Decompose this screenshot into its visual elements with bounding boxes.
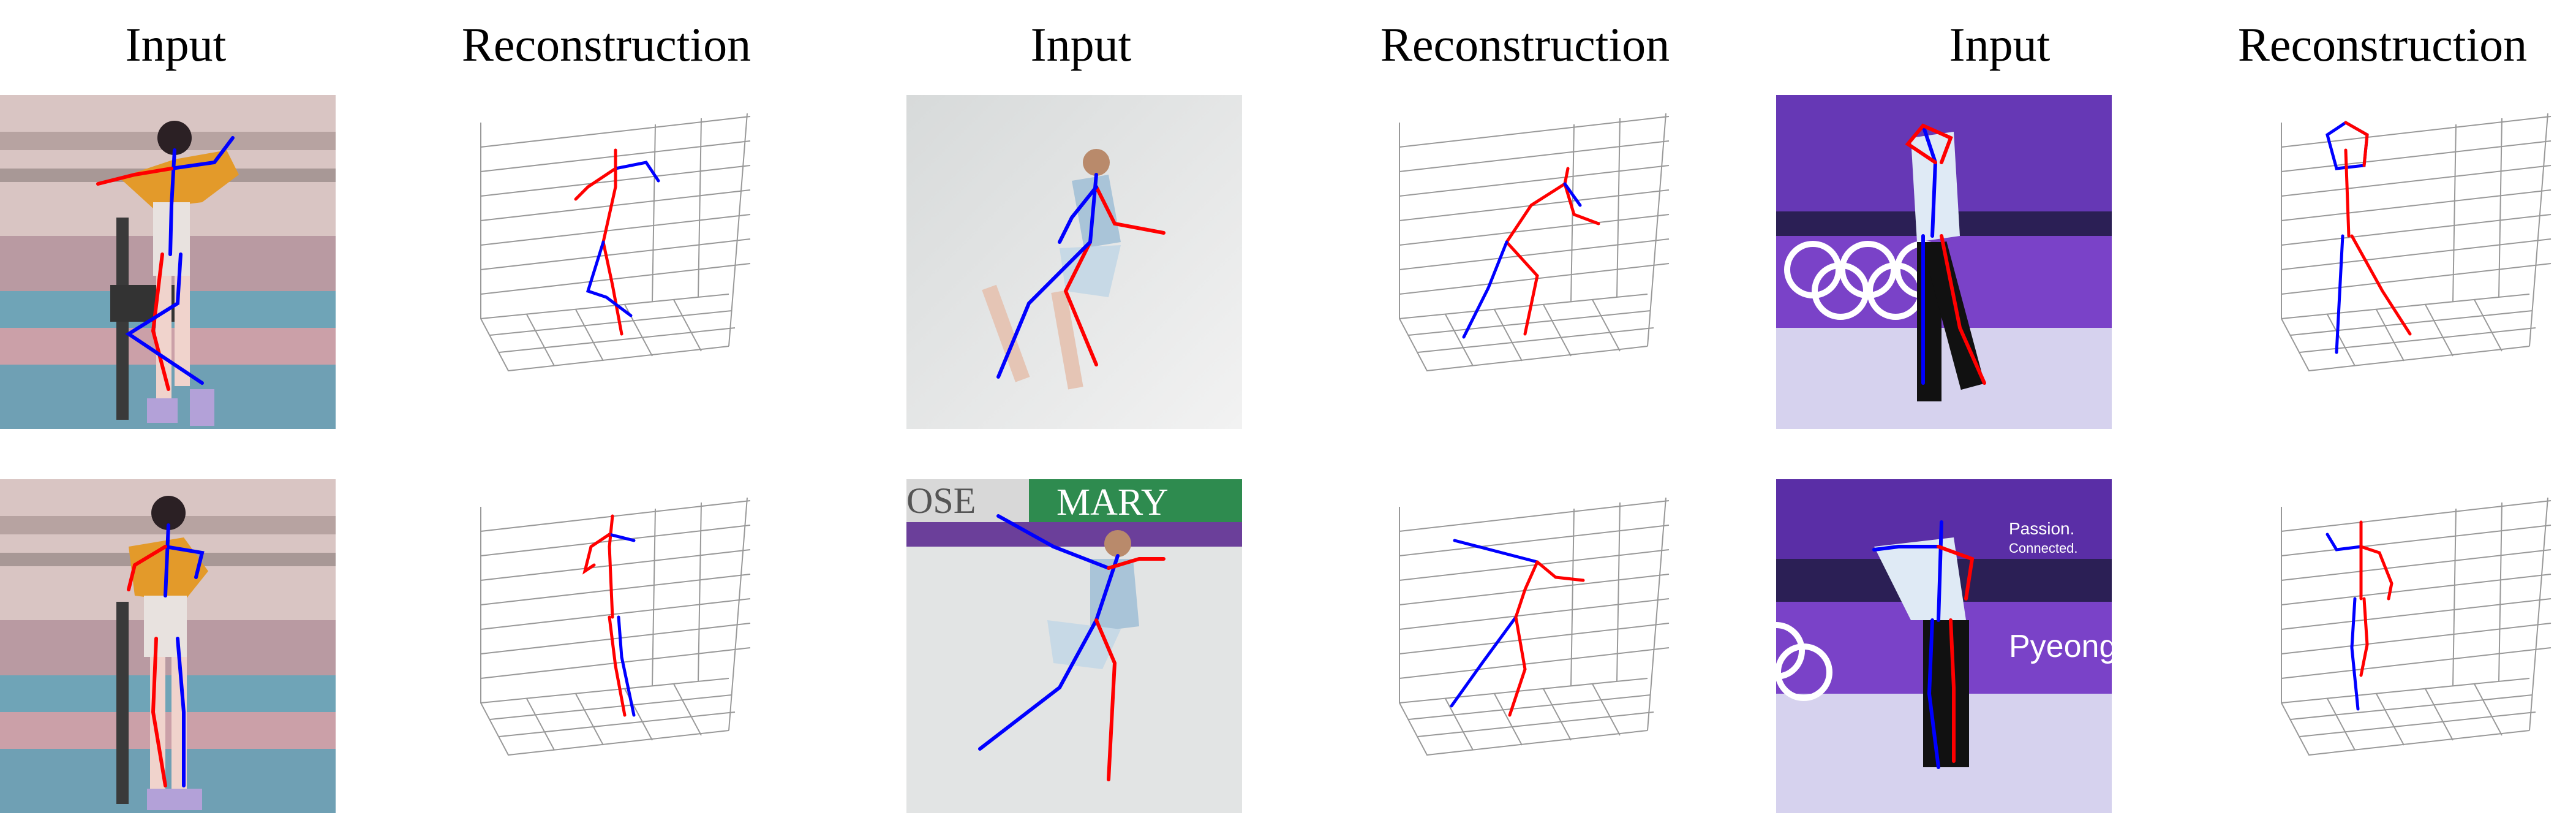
input-photo-dancer-1 (0, 95, 336, 429)
input-photo-skater-rings-1 (1776, 95, 2112, 429)
col-header-input-1: Input (125, 18, 227, 71)
plot-grid (480, 113, 751, 372)
reconstruction-plot-3 (2229, 113, 2572, 395)
reconstruction-plot-5 (1347, 498, 1690, 779)
input-photo-skater-rings-2: Passion. Connected. PyeongC (1776, 479, 2112, 813)
input-photo-dancer-2 (0, 479, 336, 813)
reconstruction-plot-1 (429, 113, 772, 395)
reconstruction-plot-2 (1347, 113, 1690, 395)
col-header-reconstruction-2: Reconstruction (1380, 18, 1670, 71)
col-header-input-3: Input (1949, 18, 2051, 71)
col-header-reconstruction-1: Reconstruction (461, 18, 751, 71)
reconstruction-plot-4 (429, 498, 772, 779)
svg-text:PyeongC: PyeongC (2009, 629, 2112, 664)
svg-text:Passion.: Passion. (2009, 519, 2074, 538)
input-photo-skater-1 (906, 95, 1242, 429)
col-header-reconstruction-3: Reconstruction (2237, 18, 2528, 71)
svg-text:OSE: OSE (906, 480, 976, 521)
svg-text:Connected.: Connected. (2009, 540, 2078, 556)
input-photo-skater-2: OSE MARY (906, 479, 1242, 813)
col-header-input-2: Input (1030, 18, 1132, 71)
reconstruction-plot-6 (2229, 498, 2572, 779)
svg-text:MARY: MARY (1056, 482, 1169, 523)
